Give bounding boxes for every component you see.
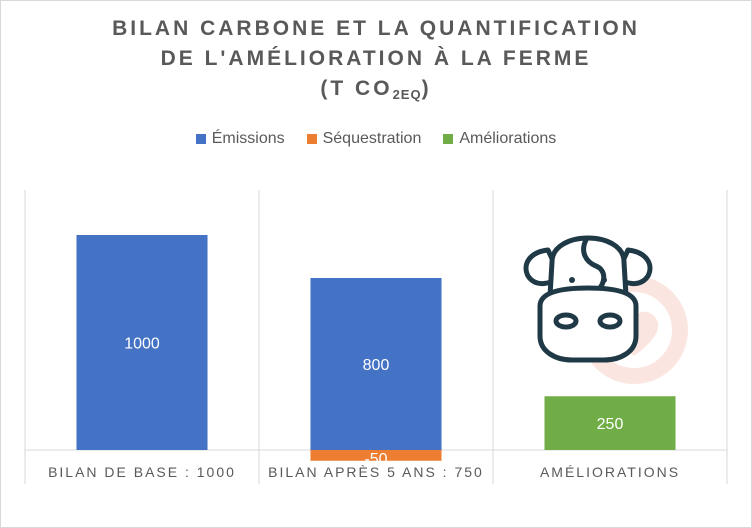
bars: 1000 800 -50 250 [76,235,676,468]
legend-swatch-emissions [195,134,206,144]
legend-swatch-ameliorations [443,134,454,144]
legend-swatch-sequestration [306,134,317,144]
chart-title: BILAN CARBONE ET LA QUANTIFICATION DE L'… [0,14,752,110]
data-label-emissions-1: 800 [363,357,390,374]
category-label-1: BILAN APRÈS 5 ANS : 750 [268,464,484,480]
category-label-2: AMÉLIORATIONS [540,464,680,480]
category-label-0: BILAN DE BASE : 1000 [48,464,236,480]
chart-title-unit: (T CO2EQ) [320,77,432,102]
legend-label-ameliorations: Améliorations [459,130,557,147]
data-label-emissions-0: 1000 [124,336,160,353]
data-label-sequestration-1: -50 [364,451,387,468]
category-labels: BILAN DE BASE : 1000 BILAN APRÈS 5 ANS : … [48,464,680,480]
chart-legend: Émissions Séquestration Améliorations [0,130,752,148]
bar-emissions-1 [310,278,442,450]
bar-ameliorations-2 [544,396,676,450]
legend-item-sequestration: Séquestration [306,130,422,148]
legend-item-emissions: Émissions [195,130,285,148]
legend-item-ameliorations: Améliorations [443,130,556,148]
cow-icon [523,235,653,363]
bar-emissions-0 [76,235,208,450]
legend-label-sequestration: Séquestration [322,130,422,147]
bar-sequestration-1 [310,450,442,461]
chart-title-main: BILAN CARBONE ET LA QUANTIFICATION DE L'… [112,17,640,70]
data-label-ameliorations-2: 250 [597,416,624,433]
legend-label-emissions: Émissions [211,130,285,147]
decorations [523,235,688,384]
